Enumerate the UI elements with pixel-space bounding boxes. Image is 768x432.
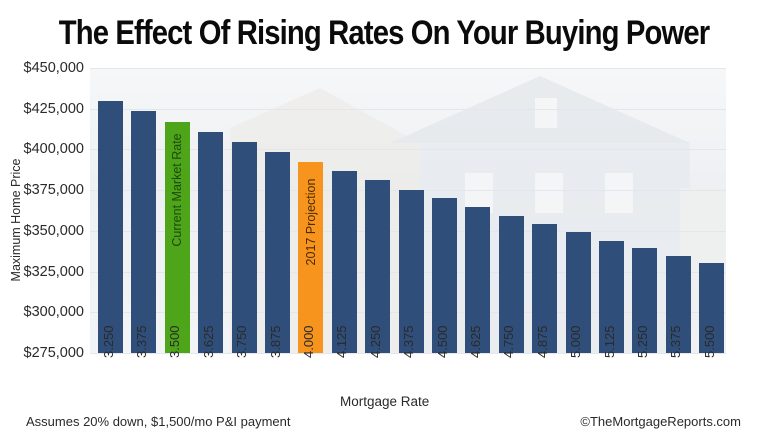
- bar: [398, 190, 424, 353]
- bar: [131, 111, 157, 353]
- y-tick-label: $350,000: [23, 222, 84, 239]
- x-tick-text: 4.625: [467, 325, 483, 358]
- x-tick-text: 5.125: [601, 325, 617, 358]
- bar: [498, 216, 524, 353]
- x-tick-text: 3.625: [200, 325, 216, 358]
- x-tick-text: 3.750: [234, 325, 250, 358]
- bar: [265, 151, 290, 353]
- bar-current-market-rate: Current Market Rate: [164, 121, 190, 353]
- x-tick-label: 3.875: [268, 325, 288, 410]
- x-tick-text: 5.250: [634, 325, 650, 358]
- bar-annotation: Current Market Rate: [170, 133, 185, 247]
- y-tick-label: $325,000: [23, 263, 84, 280]
- bar: [432, 198, 457, 353]
- x-axis-label: Mortgage Rate: [340, 394, 430, 409]
- x-tick-label: 5.125: [602, 325, 622, 410]
- gridline: [90, 149, 726, 151]
- x-tick-text: 3.375: [133, 325, 149, 358]
- x-tick-label: 4.875: [535, 325, 555, 410]
- plot-area: Current Market Rate 2017 Projection: [90, 68, 726, 354]
- x-tick-label: 4.500: [435, 325, 455, 410]
- chart-title: The Effect Of Rising Rates On Your Buyin…: [58, 14, 710, 52]
- x-tick-text: 4.375: [401, 325, 417, 358]
- x-tick-label: 3.750: [234, 325, 254, 410]
- x-tick-text: 4.750: [501, 325, 517, 358]
- x-tick-text: 4.500: [434, 325, 450, 358]
- x-tick-text: 5.375: [668, 325, 684, 358]
- x-tick-label: 4.000: [301, 325, 321, 410]
- bar: [699, 263, 725, 353]
- bar: [532, 224, 558, 353]
- x-tick-label: 4.625: [468, 325, 488, 410]
- x-tick-text: 5.500: [701, 325, 717, 358]
- x-tick-text: 4.000: [300, 325, 316, 358]
- bar: [331, 171, 357, 353]
- footnote: Assumes 20% down, $1,500/mo P&I payment: [26, 414, 291, 429]
- y-tick-label: $400,000: [23, 141, 84, 158]
- x-tick-label: 5.375: [668, 325, 688, 410]
- credit-link[interactable]: ©TheMortgageReports.com: [580, 414, 741, 429]
- x-tick-text: 4.875: [534, 325, 550, 358]
- x-tick-text: 5.000: [568, 325, 584, 358]
- bar-2017-projection: 2017 Projection: [298, 161, 324, 353]
- y-axis-label: Maximum Home Price: [9, 158, 23, 282]
- gridline: [90, 108, 726, 110]
- y-tick-label: $450,000: [23, 60, 84, 76]
- bar: [365, 180, 391, 353]
- bar: [599, 240, 624, 353]
- x-tick-text: 3.875: [267, 325, 283, 358]
- x-tick-text: 4.125: [334, 325, 350, 358]
- x-tick-label: 4.750: [501, 325, 521, 410]
- bar: [98, 100, 123, 353]
- y-tick-label: $300,000: [23, 304, 84, 321]
- y-tick-label: $375,000: [23, 182, 84, 199]
- bar: [665, 256, 691, 353]
- bar: [565, 232, 591, 353]
- x-tick-label: 3.375: [134, 325, 154, 410]
- bar: [231, 142, 257, 353]
- gridline: [90, 68, 726, 69]
- y-tick-label: $275,000: [23, 345, 84, 361]
- y-tick-label: $425,000: [23, 100, 84, 117]
- x-tick-text: 4.250: [367, 325, 383, 358]
- x-tick-label: 3.500: [167, 325, 187, 410]
- x-tick-text: 3.250: [100, 325, 116, 358]
- x-tick-label: 5.250: [635, 325, 655, 410]
- x-tick-label: 5.500: [702, 325, 722, 410]
- bar: [632, 247, 658, 353]
- bar: [465, 207, 491, 353]
- gridline: [90, 353, 726, 354]
- x-tick-label: 3.625: [201, 325, 221, 410]
- bar-annotation: 2017 Projection: [303, 178, 318, 266]
- bar: [198, 132, 224, 353]
- x-tick-label: 5.000: [568, 325, 588, 410]
- x-tick-label: 3.250: [101, 325, 121, 410]
- x-tick-text: 3.500: [167, 325, 183, 358]
